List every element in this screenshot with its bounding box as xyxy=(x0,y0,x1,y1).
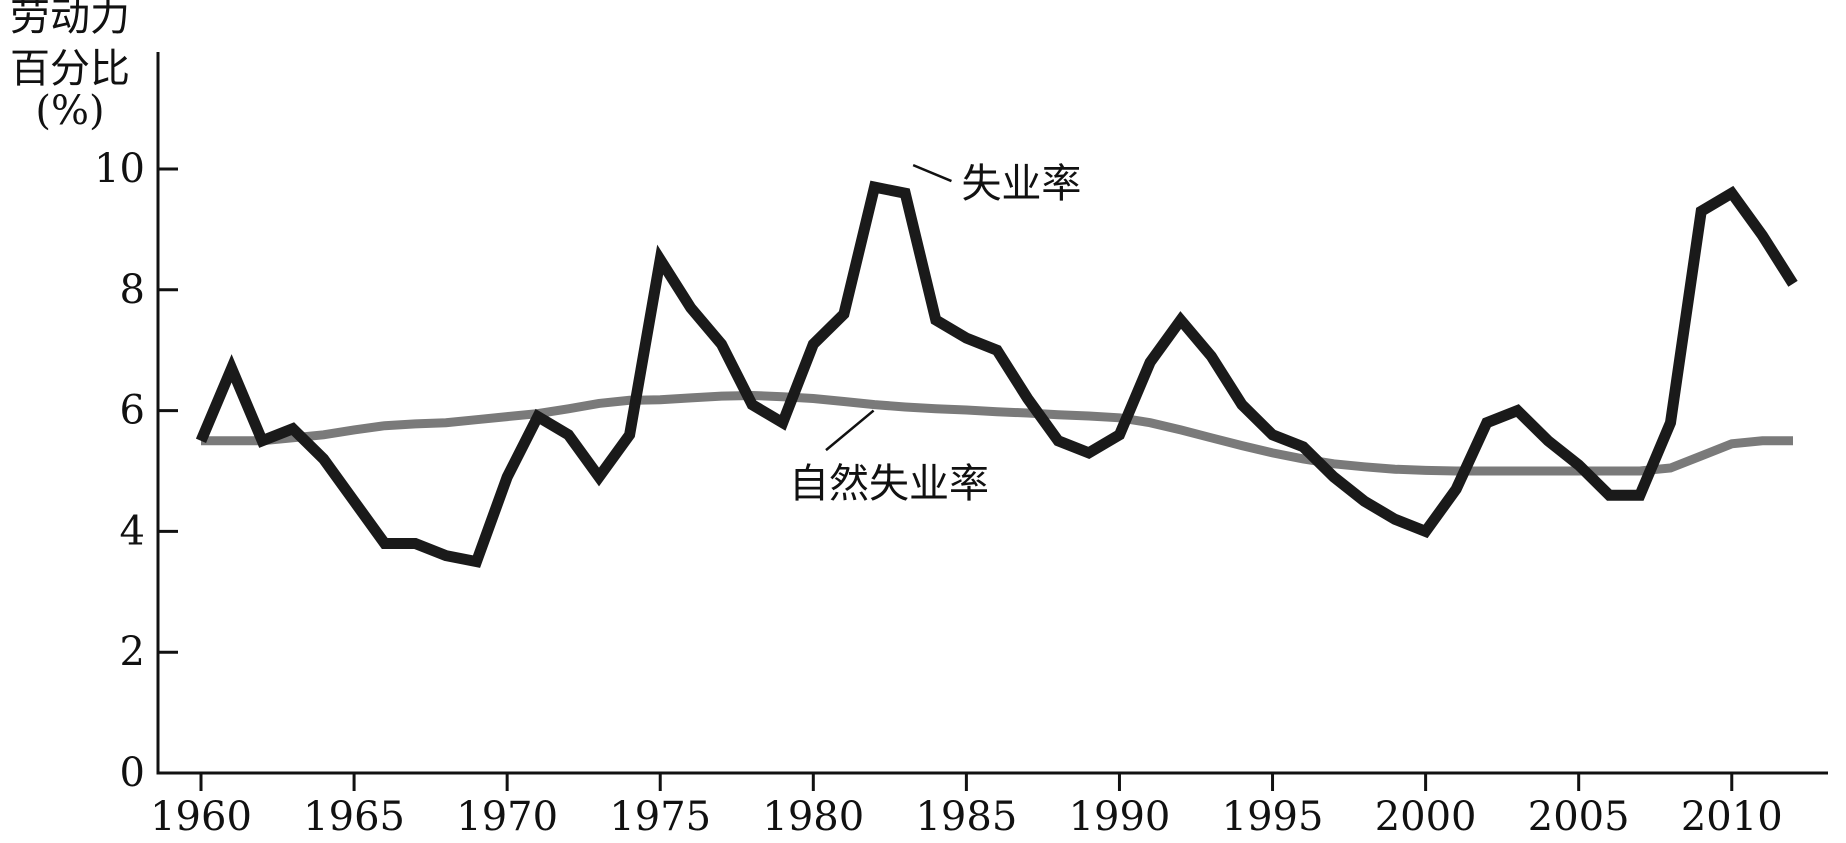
y-tick-label: 8 xyxy=(120,267,145,313)
series-label-natural-rate: 自然失业率 xyxy=(789,461,989,507)
x-tick-label: 1985 xyxy=(915,794,1017,840)
x-tick-label: 1995 xyxy=(1222,794,1324,840)
x-tick-label: 2010 xyxy=(1681,794,1783,840)
y-axis-ticks: 0 2 4 6 8 10 xyxy=(94,146,178,796)
natural-unemployment-rate-line xyxy=(201,390,1793,476)
series-label-unemployment: 失业率 xyxy=(961,161,1081,207)
x-tick-label: 1990 xyxy=(1069,794,1171,840)
x-tick-label: 1970 xyxy=(456,794,558,840)
y-axis-title-line: 百分比 xyxy=(10,46,130,92)
x-tick-label: 1980 xyxy=(762,794,864,840)
annotation-leader-line xyxy=(825,409,875,452)
annotation-leader-line xyxy=(912,163,952,183)
series-layer xyxy=(195,180,1798,568)
x-tick-label: 1965 xyxy=(303,794,405,840)
y-axis-title: 劳动力 百分比 (%) xyxy=(10,0,130,134)
y-tick-label: 0 xyxy=(120,750,145,796)
y-tick-label: 10 xyxy=(94,146,145,192)
x-tick-label: 1975 xyxy=(609,794,711,840)
y-axis-title-line: 劳动力 xyxy=(10,0,130,40)
y-axis-title-line: (%) xyxy=(35,88,104,134)
y-tick-label: 2 xyxy=(120,629,145,675)
x-tick-label: 2005 xyxy=(1528,794,1630,840)
y-tick-label: 4 xyxy=(120,508,145,554)
unemployment-rate-line xyxy=(195,180,1798,568)
x-axis-ticks: 1960 1965 1970 1975 1980 1985 1990 1995 2000 2005… xyxy=(150,773,1783,840)
x-tick-label: 1960 xyxy=(150,794,252,840)
x-tick-label: 2000 xyxy=(1375,794,1477,840)
y-tick-label: 6 xyxy=(120,388,145,434)
